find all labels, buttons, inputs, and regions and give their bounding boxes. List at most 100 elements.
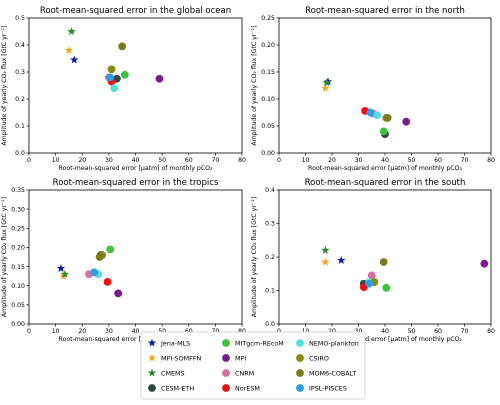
legend-marker [296, 369, 304, 377]
y-tick-label: 0.5 [15, 15, 25, 22]
y-tick-label: 0.05 [11, 302, 25, 309]
panel-title: Root-mean-squared error in the south [305, 178, 466, 188]
legend-label: MPI-SOMFFN [161, 354, 202, 362]
scatter-panel-1: Root-mean-squared error in the global oc… [1, 6, 246, 172]
x-tick-label: 40 [381, 328, 389, 335]
point-mitgcm-recom [106, 245, 115, 254]
panel-title: Root-mean-squared error in the global oc… [40, 6, 231, 16]
point-mpi-somffn [321, 83, 330, 92]
x-tick-label: 10 [52, 328, 60, 335]
x-tick-label: 60 [434, 328, 442, 335]
point-nemo-plankton [373, 111, 381, 120]
point-mom6-cobalt [118, 42, 127, 51]
legend-marker [147, 368, 157, 377]
point-ipsl-pisces [90, 268, 99, 277]
x-tick-label: 50 [408, 157, 416, 164]
x-tick-label: 20 [78, 157, 86, 164]
x-tick-label: 40 [381, 157, 389, 164]
point-jena-mls [70, 55, 79, 64]
axes-frame [28, 17, 243, 154]
x-tick-label: 50 [158, 328, 166, 335]
y-tick-label: 0.25 [261, 15, 275, 22]
x-tick-label: 60 [434, 157, 442, 164]
point-mpi [480, 259, 489, 268]
y-tick-label: 0.3 [15, 69, 25, 76]
legend-item: CESM-ETH [148, 384, 194, 392]
y-tick-label: 0.4 [265, 187, 275, 194]
point-mitgcm-recom [379, 127, 388, 136]
legend-item: IPSL-PISCES [296, 384, 347, 392]
x-tick-label: 70 [461, 328, 469, 335]
point-ipsl-pisces [365, 279, 373, 288]
point-jena-mls [56, 264, 66, 273]
x-tick-label: 20 [328, 157, 336, 164]
y-axis-label: Amplitude of yearly CO₂ flux [GtC yr⁻¹] [251, 197, 258, 317]
legend-marker [222, 384, 230, 392]
y-tick-label: 0.1 [265, 288, 275, 295]
y-tick-label: 0.2 [15, 96, 25, 103]
y-tick-label: 0.1 [15, 123, 25, 130]
point-jena-mls [323, 77, 333, 86]
x-tick-label: 80 [487, 157, 495, 164]
x-tick-label: 40 [132, 328, 140, 335]
x-tick-label: 60 [185, 157, 193, 164]
point-mom6-cobalt [379, 258, 388, 266]
legend-item: MOM6-COBALT [296, 369, 356, 377]
y-tick-label: 0.00 [261, 150, 275, 157]
point-ipsl-pisces [106, 73, 115, 82]
y-tick-label: 0.15 [261, 69, 275, 76]
y-tick-label: 0.25 [11, 225, 25, 232]
legend-item: CMEMS [147, 368, 185, 377]
point-cnrm [367, 271, 376, 280]
legend-box [140, 331, 366, 400]
x-tick-label: 70 [211, 328, 219, 335]
x-tick-label: 80 [238, 157, 246, 164]
y-tick-label: 0.05 [261, 123, 275, 130]
y-tick-label: 0.15 [11, 264, 25, 271]
point-cmems [67, 27, 76, 36]
y-tick-label: 0.20 [11, 245, 25, 252]
y-tick-label: 0.00 [11, 321, 25, 328]
point-mpi-somffn [64, 46, 74, 54]
x-tick-label: 0 [27, 328, 31, 335]
point-jena-mls [337, 255, 346, 264]
x-tick-label: 50 [158, 157, 166, 164]
y-tick-label: 0.3 [265, 221, 275, 228]
x-tick-label: 60 [185, 328, 193, 335]
legend-label: MITgcm-REcoM [235, 339, 284, 347]
point-mitgcm-recom [120, 70, 129, 79]
point-cmems [321, 245, 330, 254]
y-tick-label: 0.2 [265, 254, 275, 261]
x-tick-label: 80 [238, 328, 246, 335]
x-tick-label: 10 [302, 157, 310, 164]
legend-label: CESM-ETH [161, 384, 194, 392]
x-tick-label: 30 [105, 157, 113, 164]
x-tick-label: 20 [78, 328, 86, 335]
x-tick-label: 30 [355, 157, 363, 164]
point-mpi-somffn [321, 257, 330, 266]
y-tick-label: 0.35 [11, 187, 25, 194]
point-mom6-cobalt [383, 114, 392, 122]
legend-item: NEMO-plankton [296, 339, 359, 347]
x-tick-label: 20 [328, 328, 336, 335]
legend-marker [296, 384, 304, 392]
axes-frame [28, 189, 243, 325]
point-mitgcm-recom [382, 283, 391, 292]
legend-marker [148, 384, 156, 392]
y-axis-label: Amplitude of yearly CO₂ flux [GtC yr⁻¹] [1, 197, 8, 317]
point-csiro [107, 65, 116, 74]
x-axis-label: Root-mean-squared error [µatm] of monthl… [308, 336, 462, 343]
x-tick-label: 50 [408, 328, 416, 335]
point-ipsl-pisces [366, 108, 375, 117]
x-tick-label: 30 [105, 328, 113, 335]
y-tick-label: 0.0 [15, 150, 25, 157]
scatter-panel-4: Root-mean-squared error in the south 0 10 2… [251, 178, 495, 343]
x-axis-label: Root-mean-squared error [µatm] of monthl… [59, 336, 213, 343]
legend-marker [222, 369, 230, 377]
x-tick-label: 40 [132, 157, 140, 164]
panel-title: Root-mean-squared error in the tropics [53, 178, 219, 188]
legend-label: NEMO-plankton [309, 339, 359, 347]
legend-marker [222, 339, 230, 347]
point-mpi [402, 117, 411, 126]
legend-label: Jena-MLS [160, 339, 190, 347]
